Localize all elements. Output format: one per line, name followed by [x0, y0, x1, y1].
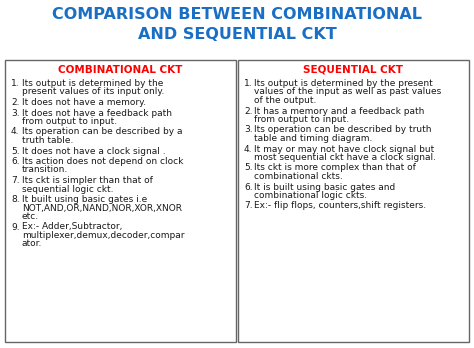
Text: 5.: 5. — [11, 147, 19, 156]
Text: multiplexer,demux,decoder,compar: multiplexer,demux,decoder,compar — [22, 231, 184, 240]
Text: of the output.: of the output. — [254, 96, 316, 105]
Text: most sequential ckt have a clock signal.: most sequential ckt have a clock signal. — [254, 153, 436, 162]
Text: SEQUENTIAL CKT: SEQUENTIAL CKT — [303, 65, 403, 75]
Text: It is built using basic gates and: It is built using basic gates and — [254, 182, 395, 191]
Text: Its operation can be described by truth: Its operation can be described by truth — [254, 126, 431, 134]
Text: 4.: 4. — [244, 144, 253, 153]
Text: 7.: 7. — [11, 176, 19, 185]
Text: COMBINATIONAL CKT: COMBINATIONAL CKT — [58, 65, 182, 75]
Text: Its operation can be described by a: Its operation can be described by a — [22, 127, 182, 136]
Text: truth table.: truth table. — [22, 136, 73, 145]
Text: combinational ckts.: combinational ckts. — [254, 172, 343, 181]
Text: 7.: 7. — [244, 201, 253, 211]
Text: from output to input.: from output to input. — [22, 117, 117, 126]
Text: values of the input as well as past values: values of the input as well as past valu… — [254, 87, 441, 96]
Text: Its ckt is more complex than that of: Its ckt is more complex than that of — [254, 164, 416, 173]
Text: transition.: transition. — [22, 166, 68, 174]
Text: It may or may not have clock signal but: It may or may not have clock signal but — [254, 144, 434, 153]
Text: ator.: ator. — [22, 239, 42, 248]
Text: It does not have a clock signal .: It does not have a clock signal . — [22, 147, 165, 156]
Text: combinational logic ckts.: combinational logic ckts. — [254, 191, 367, 200]
Text: It built using basic gates i.e: It built using basic gates i.e — [22, 195, 147, 204]
Text: 9.: 9. — [11, 222, 19, 231]
Text: Ex:- flip flops, counters,shift registers.: Ex:- flip flops, counters,shift register… — [254, 201, 426, 211]
Text: 3.: 3. — [11, 109, 19, 118]
Text: AND SEQUENTIAL CKT: AND SEQUENTIAL CKT — [137, 27, 337, 42]
Bar — [5, 60, 236, 342]
Text: 1.: 1. — [11, 79, 19, 88]
Bar — [238, 60, 469, 342]
Text: 5.: 5. — [244, 164, 253, 173]
Text: 3.: 3. — [244, 126, 253, 134]
Text: It does not have a feedback path: It does not have a feedback path — [22, 109, 172, 118]
Text: Its ckt is simpler than that of: Its ckt is simpler than that of — [22, 176, 153, 185]
Text: It has a memory and a feedback path: It has a memory and a feedback path — [254, 106, 424, 116]
Text: It does not have a memory.: It does not have a memory. — [22, 98, 146, 107]
Text: 4.: 4. — [11, 127, 19, 136]
Text: etc.: etc. — [22, 212, 39, 221]
Text: 8.: 8. — [11, 195, 19, 204]
Text: 2.: 2. — [244, 106, 253, 116]
Text: from output to input.: from output to input. — [254, 115, 349, 124]
Text: 2.: 2. — [11, 98, 19, 107]
Text: NOT,AND,OR,NAND,NOR,XOR,XNOR: NOT,AND,OR,NAND,NOR,XOR,XNOR — [22, 204, 182, 213]
Text: Its action does not depend on clock: Its action does not depend on clock — [22, 157, 183, 166]
Text: 6.: 6. — [244, 182, 253, 191]
Text: 6.: 6. — [11, 157, 19, 166]
Text: Ex:- Adder,Subtractor,: Ex:- Adder,Subtractor, — [22, 222, 122, 231]
Text: sequential logic ckt.: sequential logic ckt. — [22, 184, 113, 193]
Text: 1.: 1. — [244, 79, 253, 88]
Text: present values of its input only.: present values of its input only. — [22, 87, 164, 96]
Text: Its output is determined by the: Its output is determined by the — [22, 79, 164, 88]
Text: COMPARISON BETWEEN COMBINATIONAL: COMPARISON BETWEEN COMBINATIONAL — [52, 7, 422, 22]
Text: table and timing diagram.: table and timing diagram. — [254, 134, 373, 143]
Text: Its output is determined by the present: Its output is determined by the present — [254, 79, 433, 88]
